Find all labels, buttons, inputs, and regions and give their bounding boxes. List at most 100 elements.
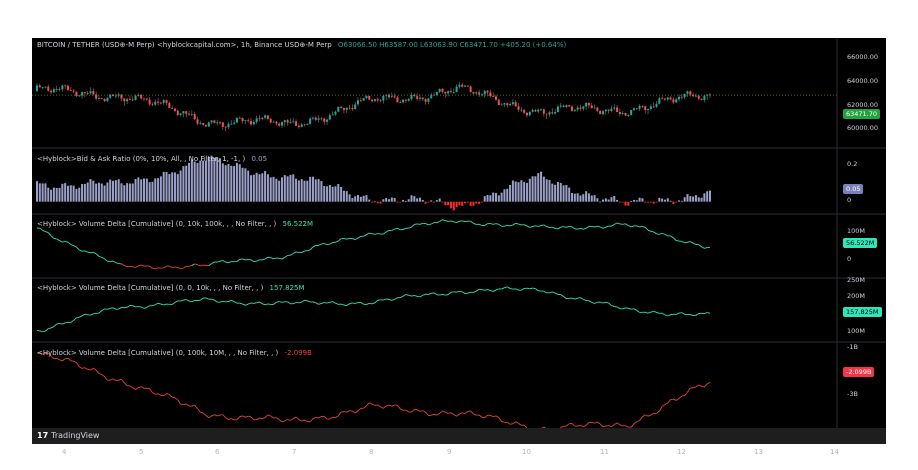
candle-body bbox=[441, 88, 444, 92]
candle-body bbox=[630, 109, 633, 116]
volume-delta-line-segment bbox=[194, 263, 198, 266]
volume-delta-line-segment bbox=[47, 232, 52, 237]
volume-delta-line-segment bbox=[540, 224, 544, 227]
candle-body bbox=[148, 99, 151, 105]
ratio-bar bbox=[585, 191, 588, 202]
volume-delta-line-segment bbox=[290, 418, 294, 421]
candle-body bbox=[627, 115, 630, 117]
candle-body bbox=[165, 100, 168, 103]
ratio-bar bbox=[627, 201, 630, 206]
ratio-bar bbox=[258, 174, 261, 202]
x-tick: 6 bbox=[215, 448, 220, 456]
ratio-bar bbox=[171, 172, 174, 202]
price-tick: 62000.00 bbox=[847, 101, 879, 109]
candle-body bbox=[514, 102, 517, 107]
volume-delta-line-segment bbox=[605, 425, 609, 427]
ratio-bar bbox=[36, 181, 38, 202]
volume-delta-line-segment bbox=[242, 415, 246, 418]
ratio-bar bbox=[649, 201, 652, 203]
volume-delta-line-segment bbox=[298, 301, 302, 304]
volume-delta-line-segment bbox=[287, 419, 291, 421]
volume-delta-line-segment bbox=[428, 223, 432, 226]
volume-delta-line-segment bbox=[577, 424, 581, 427]
candle-body bbox=[309, 118, 312, 124]
volume-delta-line-segment bbox=[650, 310, 654, 313]
candle-body bbox=[106, 97, 109, 102]
volume-delta-line-segment bbox=[701, 246, 705, 249]
ratio-bar bbox=[117, 179, 120, 202]
ratio-bar bbox=[362, 195, 365, 202]
volume-delta-line-segment bbox=[664, 233, 668, 237]
volume-delta-line-segment bbox=[112, 260, 117, 264]
volume-delta-line-segment bbox=[664, 314, 668, 317]
candle-body bbox=[610, 108, 613, 111]
ratio-bar bbox=[354, 196, 357, 202]
volume-delta-line-segment bbox=[59, 359, 63, 362]
volume-delta-line-segment bbox=[673, 237, 677, 241]
ratio-bar bbox=[531, 176, 534, 202]
candle-body bbox=[69, 89, 72, 91]
candle-body bbox=[700, 98, 703, 100]
vd3-tick: -1B bbox=[847, 343, 858, 351]
candle-body bbox=[89, 91, 92, 94]
vd3-pane-title: <Hyblock> Volume Delta [Cumulative] (0, … bbox=[37, 349, 312, 357]
vd2-pane-title: <Hyblock> Volume Delta [Cumulative] (0, … bbox=[37, 284, 305, 292]
candle-body bbox=[342, 107, 345, 110]
candle-body bbox=[430, 94, 433, 99]
volume-delta-line-segment bbox=[169, 265, 173, 268]
ratio-bar bbox=[616, 199, 619, 202]
candle-body bbox=[607, 109, 610, 111]
volume-delta-line-segment bbox=[605, 225, 609, 228]
volume-delta-line-segment bbox=[197, 264, 201, 267]
volume-delta-line-segment bbox=[653, 310, 657, 313]
volume-delta-line-segment bbox=[422, 293, 426, 296]
volume-delta-line-segment bbox=[335, 415, 339, 418]
volume-delta-line-segment bbox=[597, 421, 601, 425]
candle-body bbox=[269, 118, 272, 123]
volume-delta-line-segment bbox=[352, 302, 356, 304]
volume-delta-line-segment bbox=[532, 225, 536, 227]
candle-body bbox=[179, 113, 182, 115]
volume-delta-line-segment bbox=[467, 410, 471, 413]
volume-delta-line-segment bbox=[408, 226, 412, 229]
ratio-bar bbox=[379, 201, 382, 204]
volume-delta-line-segment bbox=[315, 416, 319, 419]
volume-delta-line-segment bbox=[580, 424, 584, 428]
volume-delta-line-segment bbox=[552, 226, 556, 229]
ratio-bar bbox=[165, 171, 168, 202]
candle-body bbox=[173, 108, 176, 111]
candle-body bbox=[424, 99, 427, 102]
volume-delta-line-segment bbox=[594, 225, 598, 228]
candle-body bbox=[449, 91, 452, 93]
candle-body bbox=[196, 119, 199, 124]
volume-delta-line-segment bbox=[264, 256, 269, 260]
ratio-bar bbox=[89, 179, 92, 202]
candle-body bbox=[314, 117, 317, 120]
vd2-tick: 200M bbox=[847, 292, 866, 300]
volume-delta-line-segment bbox=[87, 251, 91, 254]
ratio-bar bbox=[449, 201, 452, 209]
ratio-bar bbox=[545, 179, 548, 202]
candle-body bbox=[44, 86, 47, 88]
ratio-bar bbox=[663, 199, 666, 202]
ratio-bar bbox=[78, 187, 81, 202]
vd2-tick: 100M bbox=[847, 327, 866, 335]
candle-body bbox=[540, 109, 543, 111]
volume-delta-line-segment bbox=[408, 294, 412, 297]
candle-body bbox=[134, 95, 137, 101]
volume-delta-line-segment bbox=[501, 421, 505, 423]
candle-body bbox=[469, 86, 472, 92]
tradingview-brand[interactable]: 17 TradingView bbox=[37, 431, 99, 440]
candle-body bbox=[573, 109, 576, 111]
ratio-bar bbox=[472, 201, 475, 206]
candle-body bbox=[635, 108, 638, 110]
volume-delta-line-segment bbox=[518, 223, 522, 226]
volume-delta-line-segment bbox=[115, 262, 119, 265]
plot-canvas[interactable] bbox=[32, 38, 886, 444]
candle-body bbox=[159, 102, 162, 104]
candle-body bbox=[61, 85, 64, 90]
candle-body bbox=[523, 109, 526, 113]
volume-delta-line-segment bbox=[73, 360, 77, 363]
ratio-bar bbox=[106, 182, 109, 202]
ratio-bar bbox=[278, 180, 281, 202]
